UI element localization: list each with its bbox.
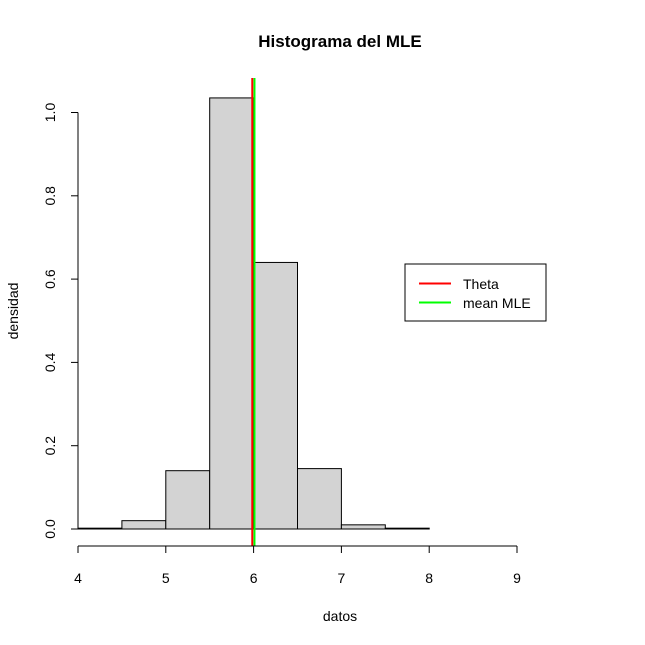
y-axis-label: densidad [5,283,21,340]
y-tick-label-2: 0.4 [42,352,58,372]
histogram-bar-5 [297,468,342,530]
histogram-bar-7 [384,527,430,530]
y-tick-label-0: 0.0 [42,519,58,539]
histogram-bar-1 [121,520,167,530]
chart-title: Histograma del MLE [258,32,421,51]
x-axis: 4 5 6 7 8 9 [74,545,521,586]
y-axis: 0.0 0.2 0.4 0.6 0.8 1.0 [42,103,79,539]
reference-lines [251,78,256,546]
x-tick-label-2: 6 [250,570,258,586]
x-tick-label-4: 8 [425,570,433,586]
legend-label-mean-mle: mean MLE [463,295,531,311]
histogram-bar-3 [209,97,255,530]
legend-box [404,263,547,322]
histogram-bar-2 [165,470,211,530]
legend-label-theta: Theta [463,276,499,292]
y-tick-label-1: 0.2 [42,436,58,456]
histogram-bar-0 [77,527,123,530]
histogram-bar-6 [340,524,386,530]
y-tick-label-4: 0.8 [42,186,58,206]
histogram-bar-4 [253,261,299,530]
legend: Theta mean MLE [404,263,547,322]
x-tick-label-0: 4 [74,570,82,586]
y-tick-label-3: 0.6 [42,269,58,289]
x-tick-label-3: 7 [338,570,346,586]
y-tick-label-5: 1.0 [42,103,58,123]
x-axis-label: datos [323,608,357,624]
x-tick-label-5: 9 [513,570,521,586]
x-tick-label-1: 5 [162,570,170,586]
